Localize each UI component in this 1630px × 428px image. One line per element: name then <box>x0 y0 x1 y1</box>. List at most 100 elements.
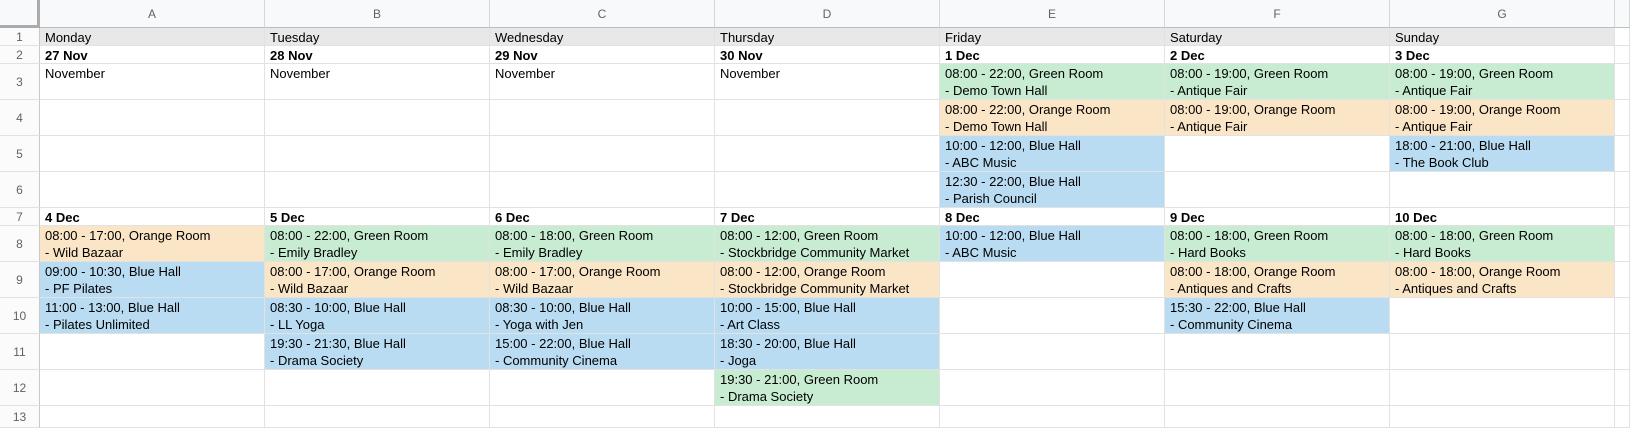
cell-F9[interactable]: 08:00 - 18:00, Orange Room - Antiques and… <box>1165 262 1390 298</box>
cell-E3[interactable]: 08:00 - 22:00, Green Room - Demo Town Hal… <box>940 64 1165 100</box>
cell-C10[interactable]: 08:30 - 10:00, Blue Hall - Yoga with Jen <box>490 298 715 334</box>
cell-B1[interactable]: Tuesday <box>265 28 490 46</box>
cell-C3[interactable]: November <box>490 64 715 100</box>
cell-D12[interactable]: 19:30 - 21:00, Green Room - Drama Society <box>715 370 940 406</box>
row-header-10[interactable]: 10 <box>0 298 40 334</box>
cell-D7[interactable]: 7 Dec <box>715 208 940 226</box>
cell-G7[interactable]: 10 Dec <box>1390 208 1615 226</box>
cell-G9[interactable]: 08:00 - 18:00, Orange Room - Antiques and… <box>1390 262 1615 298</box>
cell-G2[interactable]: 3 Dec <box>1390 46 1615 64</box>
cell-B3[interactable]: November <box>265 64 490 100</box>
cell-E1[interactable]: Friday <box>940 28 1165 46</box>
cell-C9[interactable]: 08:00 - 17:00, Orange Room - Wild Bazaar <box>490 262 715 298</box>
cell-E7[interactable]: 8 Dec <box>940 208 1165 226</box>
cell-F7[interactable]: 9 Dec <box>1165 208 1390 226</box>
cell-B9[interactable]: 08:00 - 17:00, Orange Room - Wild Bazaar <box>265 262 490 298</box>
cell-E9[interactable] <box>940 262 1165 298</box>
cell-C1[interactable]: Wednesday <box>490 28 715 46</box>
cell-D10[interactable]: 10:00 - 15:00, Blue Hall - Art Class <box>715 298 940 334</box>
cell-B7[interactable]: 5 Dec <box>265 208 490 226</box>
cell-G10[interactable] <box>1390 298 1615 334</box>
row-header-13[interactable]: 13 <box>0 406 40 428</box>
row-header-5[interactable]: 5 <box>0 136 40 172</box>
cell-B6[interactable] <box>265 172 490 208</box>
col-header-C[interactable]: C <box>490 0 715 28</box>
cell-C2[interactable]: 29 Nov <box>490 46 715 64</box>
cell-A8[interactable]: 08:00 - 17:00, Orange Room - Wild Bazaar <box>40 226 265 262</box>
cell-B12[interactable] <box>265 370 490 406</box>
cell-C7[interactable]: 6 Dec <box>490 208 715 226</box>
cell-D6[interactable] <box>715 172 940 208</box>
cell-D4[interactable] <box>715 100 940 136</box>
cell-A1[interactable]: Monday <box>40 28 265 46</box>
col-header-F[interactable]: F <box>1165 0 1390 28</box>
cell-B11[interactable]: 19:30 - 21:30, Blue Hall - Drama Society <box>265 334 490 370</box>
col-header-B[interactable]: B <box>265 0 490 28</box>
col-header-D[interactable]: D <box>715 0 940 28</box>
cell-A7[interactable]: 4 Dec <box>40 208 265 226</box>
cell-D9[interactable]: 08:00 - 12:00, Orange Room - Stockbridge … <box>715 262 940 298</box>
cell-C8[interactable]: 08:00 - 18:00, Green Room - Emily Bradley <box>490 226 715 262</box>
cell-E11[interactable] <box>940 334 1165 370</box>
cell-D8[interactable]: 08:00 - 12:00, Green Room - Stockbridge C… <box>715 226 940 262</box>
cell-C4[interactable] <box>490 100 715 136</box>
cell-F11[interactable] <box>1165 334 1390 370</box>
cell-A11[interactable] <box>40 334 265 370</box>
row-header-3[interactable]: 3 <box>0 64 40 100</box>
cell-A12[interactable] <box>40 370 265 406</box>
cell-D1[interactable]: Thursday <box>715 28 940 46</box>
row-header-2[interactable]: 2 <box>0 46 40 64</box>
cell-E8[interactable]: 10:00 - 12:00, Blue Hall - ABC Music <box>940 226 1165 262</box>
cell-B13[interactable] <box>265 406 490 428</box>
cell-C5[interactable] <box>490 136 715 172</box>
cell-F2[interactable]: 2 Dec <box>1165 46 1390 64</box>
cell-G8[interactable]: 08:00 - 18:00, Green Room - Hard Books <box>1390 226 1615 262</box>
cell-F1[interactable]: Saturday <box>1165 28 1390 46</box>
cell-G4[interactable]: 08:00 - 19:00, Orange Room - Antique Fair <box>1390 100 1615 136</box>
cell-E10[interactable] <box>940 298 1165 334</box>
cell-C11[interactable]: 15:00 - 22:00, Blue Hall - Community Cine… <box>490 334 715 370</box>
cell-D3[interactable]: November <box>715 64 940 100</box>
cell-G12[interactable] <box>1390 370 1615 406</box>
row-header-9[interactable]: 9 <box>0 262 40 298</box>
cell-F4[interactable]: 08:00 - 19:00, Orange Room - Antique Fair <box>1165 100 1390 136</box>
cell-E2[interactable]: 1 Dec <box>940 46 1165 64</box>
cell-D13[interactable] <box>715 406 940 428</box>
cell-F8[interactable]: 08:00 - 18:00, Green Room - Hard Books <box>1165 226 1390 262</box>
cell-A6[interactable] <box>40 172 265 208</box>
col-header-E[interactable]: E <box>940 0 1165 28</box>
col-header-A[interactable]: A <box>40 0 265 28</box>
cell-G6[interactable] <box>1390 172 1615 208</box>
cell-A3[interactable]: November <box>40 64 265 100</box>
cell-A2[interactable]: 27 Nov <box>40 46 265 64</box>
col-header-G[interactable]: G <box>1390 0 1615 28</box>
cell-F10[interactable]: 15:30 - 22:00, Blue Hall - Community Cine… <box>1165 298 1390 334</box>
select-all-corner[interactable] <box>0 0 40 28</box>
cell-G1[interactable]: Sunday <box>1390 28 1615 46</box>
cell-F5[interactable] <box>1165 136 1390 172</box>
cell-F12[interactable] <box>1165 370 1390 406</box>
cell-B5[interactable] <box>265 136 490 172</box>
cell-D11[interactable]: 18:30 - 20:00, Blue Hall - Joga <box>715 334 940 370</box>
row-header-11[interactable]: 11 <box>0 334 40 370</box>
row-header-4[interactable]: 4 <box>0 100 40 136</box>
cell-G13[interactable] <box>1390 406 1615 428</box>
cell-E6[interactable]: 12:30 - 22:00, Blue Hall - Parish Council <box>940 172 1165 208</box>
cell-G11[interactable] <box>1390 334 1615 370</box>
cell-E12[interactable] <box>940 370 1165 406</box>
cell-A5[interactable] <box>40 136 265 172</box>
row-header-6[interactable]: 6 <box>0 172 40 208</box>
cell-E5[interactable]: 10:00 - 12:00, Blue Hall - ABC Music <box>940 136 1165 172</box>
cell-E4[interactable]: 08:00 - 22:00, Orange Room - Demo Town Ha… <box>940 100 1165 136</box>
cell-B2[interactable]: 28 Nov <box>265 46 490 64</box>
cell-D5[interactable] <box>715 136 940 172</box>
cell-C12[interactable] <box>490 370 715 406</box>
cell-E13[interactable] <box>940 406 1165 428</box>
cell-A13[interactable] <box>40 406 265 428</box>
cell-A9[interactable]: 09:00 - 10:30, Blue Hall - PF Pilates <box>40 262 265 298</box>
cell-C6[interactable] <box>490 172 715 208</box>
cell-C13[interactable] <box>490 406 715 428</box>
row-header-1[interactable]: 1 <box>0 28 40 46</box>
cell-G5[interactable]: 18:00 - 21:00, Blue Hall - The Book Club <box>1390 136 1615 172</box>
cell-B10[interactable]: 08:30 - 10:00, Blue Hall - LL Yoga <box>265 298 490 334</box>
